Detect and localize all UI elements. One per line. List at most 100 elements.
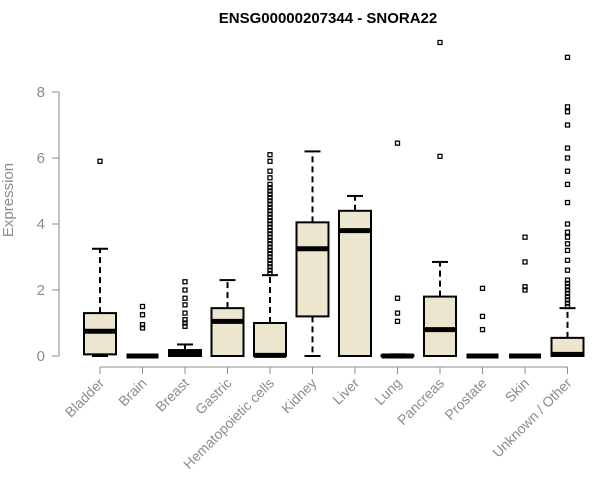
outlier-point	[522, 287, 528, 293]
outlier-point	[267, 251, 273, 257]
outlier-point	[522, 259, 528, 265]
outlier-point	[564, 293, 571, 300]
y-tick-label: 2	[37, 282, 45, 299]
outlier-point	[267, 181, 273, 188]
outlier-point	[267, 234, 273, 240]
outlier-point	[267, 214, 273, 221]
outlier-point	[564, 277, 571, 283]
x-tick-label: Brain	[115, 375, 149, 409]
outlier-point	[564, 297, 571, 303]
outlier-point	[564, 155, 571, 161]
outlier-point	[267, 270, 273, 277]
outlier-point	[182, 302, 188, 308]
outlier-point	[139, 325, 146, 331]
outlier-point	[394, 140, 401, 146]
box-gastric	[210, 279, 245, 357]
box-body	[295, 221, 330, 318]
outlier-point	[564, 287, 571, 293]
outlier-point	[564, 303, 571, 310]
outlier-point	[437, 39, 443, 46]
x-tick-label: Kidney	[278, 375, 320, 417]
y-axis: 0 2 4 6 8	[37, 84, 60, 365]
outlier-point	[437, 153, 443, 160]
box-skin	[509, 234, 541, 359]
outlier-point	[267, 211, 273, 217]
outlier-point	[564, 280, 571, 287]
outlier-point	[267, 244, 273, 250]
box-breast	[168, 279, 202, 357]
outlier-point	[267, 227, 273, 234]
outlier-point	[267, 204, 273, 211]
x-tick-label: Bladder	[62, 375, 108, 421]
outlier-point	[564, 104, 571, 110]
outlier-point	[267, 241, 273, 247]
outlier-point	[564, 168, 571, 174]
outlier-point	[564, 122, 571, 128]
outlier-point	[522, 234, 528, 240]
outlier-point	[564, 300, 571, 306]
outlier-point	[394, 295, 401, 301]
outlier-point	[564, 284, 571, 290]
outlier-point	[479, 285, 486, 292]
outlier-point	[139, 312, 146, 318]
x-tick-label: Unknown / Other	[489, 375, 575, 461]
outlier-point	[564, 199, 571, 206]
boxes-group	[83, 39, 585, 359]
box-bladder	[83, 158, 117, 357]
box-pancreas	[423, 39, 457, 358]
outlier-point	[267, 224, 273, 230]
outlier-point	[267, 152, 273, 158]
outlier-point	[394, 318, 401, 325]
outlier-point	[564, 267, 571, 273]
outlier-point	[522, 284, 528, 290]
outlier-point	[182, 287, 188, 293]
outlier-point	[267, 185, 273, 191]
outlier-point	[267, 247, 273, 254]
box-body	[210, 307, 245, 357]
outlier-point	[267, 175, 273, 181]
box-brain	[126, 303, 159, 359]
outlier-point	[139, 321, 146, 328]
outlier-point	[267, 237, 273, 244]
outlier-point	[267, 231, 273, 237]
outlier-point	[564, 221, 571, 227]
box-lung	[380, 140, 415, 359]
outlier-point	[267, 260, 273, 267]
outlier-point	[564, 257, 571, 263]
y-axis-label: Expression	[0, 163, 17, 237]
outlier-point	[564, 247, 571, 254]
box-prostate	[466, 285, 499, 359]
outlier-point	[267, 208, 273, 214]
outlier-point	[564, 54, 571, 60]
outlier-point	[267, 264, 273, 270]
outlier-point	[139, 303, 146, 310]
outlier-point	[267, 168, 273, 174]
x-tick-label: Liver	[329, 375, 362, 408]
outlier-point	[564, 145, 571, 151]
chart-title: ENSG00000207344 - SNORA22	[219, 10, 437, 27]
box-hematopoietic-cells	[253, 152, 287, 358]
box-body	[253, 322, 287, 357]
outlier-point	[564, 229, 571, 235]
box-liver	[338, 194, 372, 357]
box-kidney	[295, 150, 330, 357]
box-unknown-other	[550, 54, 585, 358]
outlier-point	[267, 257, 273, 263]
y-tick-label: 4	[37, 216, 45, 233]
outlier-point	[267, 267, 273, 273]
y-tick-label: 0	[37, 348, 45, 365]
x-tick-label: Prostate	[441, 375, 489, 423]
x-tick-label: Skin	[502, 375, 533, 406]
outlier-point	[267, 198, 273, 204]
outlier-point	[182, 310, 188, 316]
outlier-point	[182, 320, 188, 326]
outlier-point	[267, 201, 273, 207]
outlier-point	[267, 254, 273, 260]
y-tick-label: 8	[37, 84, 45, 101]
outlier-point	[182, 295, 188, 301]
outlier-point	[564, 109, 571, 115]
outlier-point	[267, 191, 273, 197]
outlier-point	[182, 323, 188, 329]
outlier-point	[564, 290, 571, 296]
